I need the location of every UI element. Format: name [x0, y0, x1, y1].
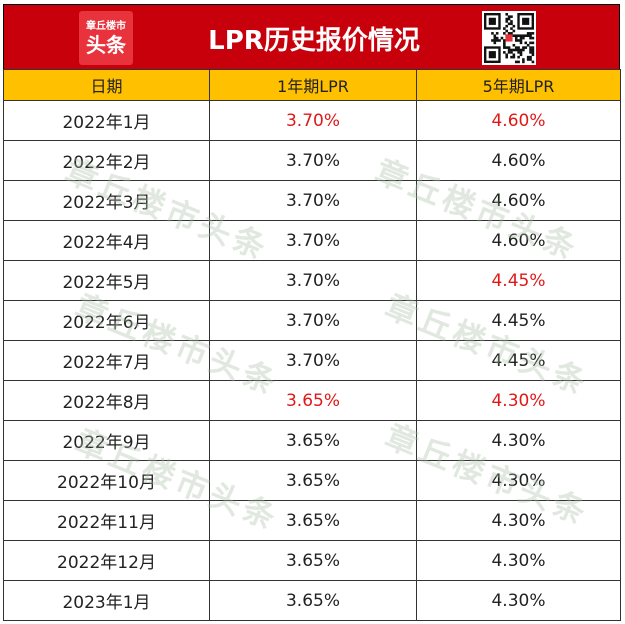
table-row: 2022年1月 3.70% 4.60%	[3, 100, 621, 141]
column-header-lpr1: 1年期LPR	[209, 69, 417, 101]
date-cell: 2022年10月	[3, 460, 210, 501]
lpr5-cell: 4.30%	[416, 580, 621, 621]
date-cell: 2022年5月	[3, 260, 210, 301]
lpr1-cell: 3.70%	[209, 340, 417, 381]
lpr5-cell: 4.45%	[416, 300, 621, 341]
table-row: 2022年2月 3.70% 4.60%	[3, 140, 621, 181]
table-row: 2022年3月 3.70% 4.60%	[3, 180, 621, 221]
lpr5-cell: 4.30%	[416, 460, 621, 501]
table-row: 2022年6月 3.70% 4.45%	[3, 300, 621, 341]
date-cell: 2022年1月	[3, 100, 210, 141]
lpr1-cell: 3.70%	[209, 300, 417, 341]
date-cell: 2022年2月	[3, 140, 210, 181]
table-header-row: 日期 1年期LPR 5年期LPR	[3, 69, 621, 101]
date-cell: 2023年1月	[3, 580, 210, 621]
lpr5-cell: 4.30%	[416, 500, 621, 541]
column-header-lpr5: 5年期LPR	[416, 69, 621, 101]
lpr1-cell: 3.65%	[209, 580, 417, 621]
title-banner: 章丘楼市 头条 LPR历史报价情况	[3, 4, 620, 70]
table-row: 2023年1月 3.65% 4.30%	[3, 580, 621, 621]
date-cell: 2022年3月	[3, 180, 210, 221]
brand-logo-icon: 章丘楼市 头条	[79, 11, 133, 65]
lpr1-cell: 3.70%	[209, 140, 417, 181]
lpr1-cell: 3.70%	[209, 180, 417, 221]
table-row: 2022年4月 3.70% 4.60%	[3, 220, 621, 261]
lpr1-cell: 3.70%	[209, 260, 417, 301]
lpr5-cell: 4.60%	[416, 220, 621, 261]
lpr5-cell: 4.30%	[416, 420, 621, 461]
lpr5-cell: 4.30%	[416, 540, 621, 581]
table-row: 2022年5月 3.70% 4.45%	[3, 260, 621, 301]
date-cell: 2022年8月	[3, 380, 210, 421]
lpr1-cell: 3.65%	[209, 540, 417, 581]
column-header-date: 日期	[3, 69, 210, 101]
table-row: 2022年11月 3.65% 4.30%	[3, 500, 621, 541]
date-cell: 2022年12月	[3, 540, 210, 581]
lpr1-cell: 3.65%	[209, 420, 417, 461]
table-row: 2022年10月 3.65% 4.30%	[3, 460, 621, 501]
lpr5-cell: 4.45%	[416, 260, 621, 301]
lpr1-cell: 3.65%	[209, 380, 417, 421]
lpr5-cell: 4.45%	[416, 340, 621, 381]
page-title: LPR历史报价情况	[208, 25, 420, 56]
date-cell: 2022年6月	[3, 300, 210, 341]
date-cell: 2022年11月	[3, 500, 210, 541]
table-row: 2022年12月 3.65% 4.30%	[3, 540, 621, 581]
table-row: 2022年7月 3.70% 4.45%	[3, 340, 621, 381]
lpr1-cell: 3.65%	[209, 460, 417, 501]
logo-bottom-text: 头条	[86, 32, 126, 57]
lpr-table: 日期 1年期LPR 5年期LPR 2022年1月 3.70% 4.60% 2022年2…	[3, 69, 621, 621]
table-row: 2022年9月 3.65% 4.30%	[3, 420, 621, 461]
qr-code-icon	[482, 11, 536, 65]
date-cell: 2022年9月	[3, 420, 210, 461]
logo-top-text: 章丘楼市	[86, 20, 126, 32]
lpr5-cell: 4.60%	[416, 180, 621, 221]
lpr1-cell: 3.65%	[209, 500, 417, 541]
lpr1-cell: 3.70%	[209, 100, 417, 141]
date-cell: 2022年4月	[3, 220, 210, 261]
lpr5-cell: 4.60%	[416, 140, 621, 181]
lpr5-cell: 4.30%	[416, 380, 621, 421]
lpr1-cell: 3.70%	[209, 220, 417, 261]
table-row: 2022年8月 3.65% 4.30%	[3, 380, 621, 421]
date-cell: 2022年7月	[3, 340, 210, 381]
lpr5-cell: 4.60%	[416, 100, 621, 141]
